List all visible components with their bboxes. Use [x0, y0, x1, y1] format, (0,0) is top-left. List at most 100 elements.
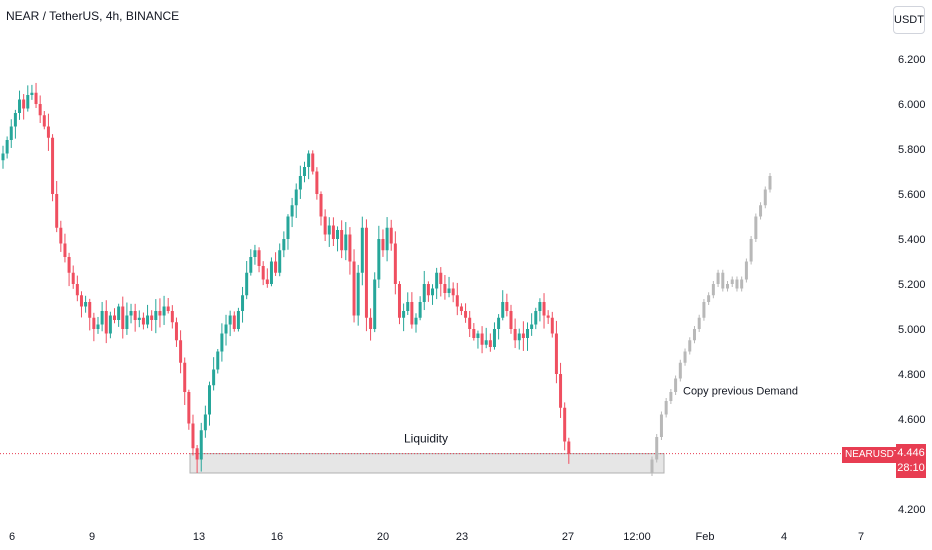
- projection-candle: [702, 302, 706, 318]
- candle: [129, 311, 133, 316]
- candle: [195, 448, 199, 460]
- candle: [393, 243, 397, 284]
- price-tick-label: 4.800: [898, 369, 926, 381]
- projection-candle: [650, 459, 654, 473]
- candle: [443, 284, 447, 293]
- projection-candle: [749, 239, 753, 262]
- time-tick-label: Feb: [696, 531, 715, 543]
- candle: [559, 374, 563, 408]
- candle: [84, 302, 88, 307]
- candle: [410, 302, 414, 325]
- candles: [1, 82, 571, 473]
- projection-candle: [735, 279, 739, 289]
- chart-title: NEAR / TetherUS, 4h, BINANCE: [6, 9, 180, 23]
- candle: [79, 295, 83, 307]
- candle: [364, 227, 368, 318]
- candle: [455, 295, 459, 307]
- candle: [526, 329, 530, 338]
- candle: [274, 261, 278, 273]
- time-tick-label: 7: [858, 531, 864, 543]
- candle: [199, 430, 203, 460]
- candle: [435, 272, 439, 289]
- candle: [554, 333, 558, 374]
- candle: [121, 306, 125, 329]
- candle: [414, 317, 418, 325]
- price-tick-label: 4.200: [898, 504, 926, 516]
- candle: [108, 315, 112, 334]
- candle: [497, 317, 501, 329]
- candle: [228, 315, 232, 325]
- candle: [253, 250, 257, 257]
- time-tick-label: 13: [193, 531, 205, 543]
- candle: [389, 227, 393, 244]
- candle: [34, 92, 38, 104]
- candle: [282, 239, 286, 251]
- candle: [220, 333, 224, 352]
- time-tick-label: 20: [377, 531, 389, 543]
- candle: [146, 315, 150, 325]
- projection-candle: [669, 392, 673, 401]
- candle: [472, 329, 476, 338]
- candle: [290, 205, 294, 217]
- candle: [133, 311, 137, 320]
- candle: [550, 317, 554, 334]
- candle: [302, 167, 306, 176]
- liquidity-label: Liquidity: [404, 432, 448, 446]
- candle: [170, 311, 174, 323]
- projection-candle: [678, 362, 682, 379]
- projection-candle: [759, 205, 763, 217]
- candle: [369, 317, 373, 329]
- last-price: 4.446: [897, 447, 925, 459]
- projection-candle: [726, 284, 730, 289]
- candle: [352, 261, 356, 316]
- candle: [340, 230, 344, 251]
- candle: [373, 279, 377, 329]
- candle: [187, 392, 191, 424]
- candle: [203, 414, 207, 431]
- candle: [513, 329, 517, 341]
- candle: [488, 340, 492, 347]
- candle: [249, 257, 253, 273]
- projection-candle: [721, 272, 725, 289]
- price-tick-label: 5.000: [898, 324, 926, 336]
- candle: [538, 302, 542, 311]
- candle: [298, 176, 302, 190]
- candle: [542, 302, 546, 316]
- candle: [567, 441, 571, 454]
- projection-candle: [763, 189, 767, 206]
- time-tick-label: 27: [562, 531, 574, 543]
- candle: [88, 302, 92, 318]
- candle: [459, 306, 463, 311]
- candle: [476, 333, 480, 338]
- time-tick-label: 4: [781, 531, 787, 543]
- projection-candle: [716, 272, 720, 284]
- candle: [5, 140, 9, 154]
- candle: [137, 317, 141, 320]
- candle: [9, 126, 13, 140]
- candle: [447, 288, 451, 293]
- candle: [505, 302, 509, 311]
- candle: [356, 272, 360, 316]
- time-tick-label: 16: [271, 531, 283, 543]
- candle: [402, 311, 406, 318]
- candle: [377, 239, 381, 280]
- candle: [63, 243, 67, 257]
- candle: [191, 423, 195, 449]
- candle: [509, 311, 513, 329]
- candle: [311, 153, 315, 172]
- candle: [179, 340, 183, 363]
- candle: [501, 302, 505, 318]
- projection-candle: [754, 216, 758, 239]
- candle: [75, 284, 79, 296]
- time-axis: 6 9 13 16 20 23 27 12:00 Feb 4 7: [9, 531, 864, 543]
- projection-candle: [768, 176, 772, 190]
- symbol-tag: NEARUSDT: [842, 447, 904, 463]
- candle: [216, 351, 220, 370]
- candle: [563, 407, 567, 442]
- candle: [183, 362, 187, 392]
- candle: [484, 340, 488, 345]
- candle: [42, 115, 46, 127]
- currency-button[interactable]: USDT: [893, 6, 925, 34]
- demand-label: Copy previous Demand: [683, 385, 798, 397]
